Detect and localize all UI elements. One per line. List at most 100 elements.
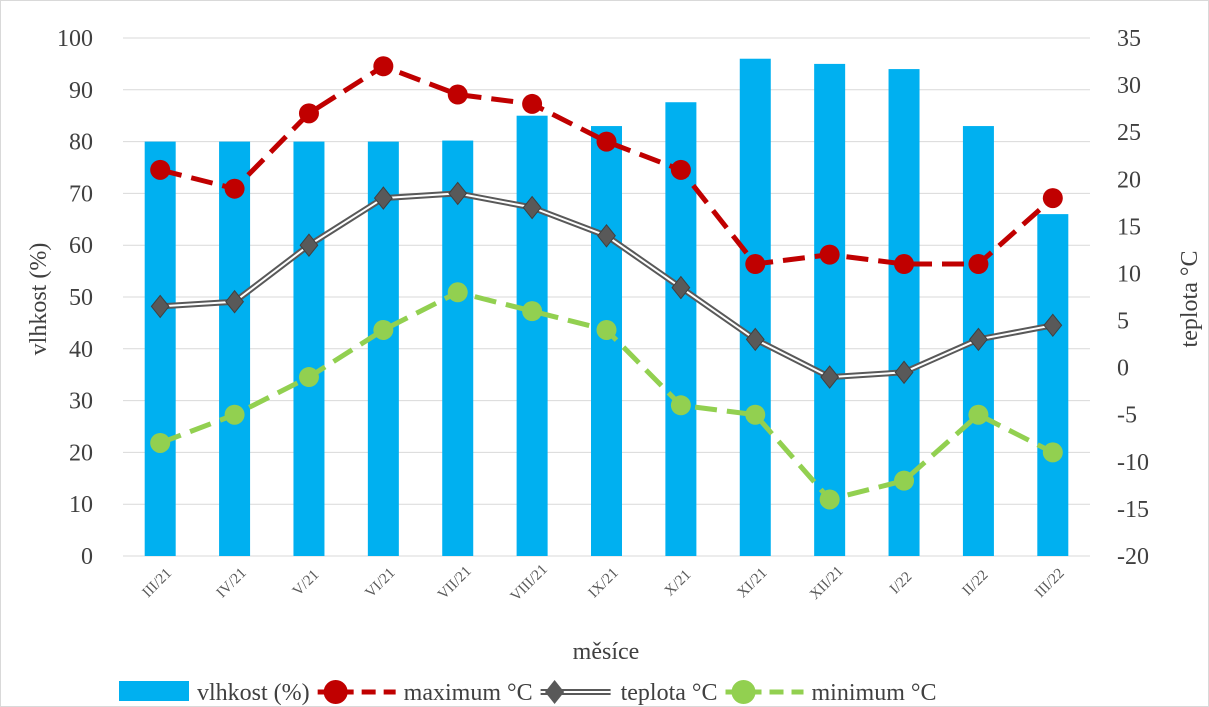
y-left-tick-label: 60 xyxy=(69,233,93,259)
data-marker-circle xyxy=(298,367,319,388)
x-tick-label: IV/21 xyxy=(214,565,250,601)
y-right-tick-label: -15 xyxy=(1117,497,1149,523)
data-marker-circle xyxy=(224,178,245,199)
lines xyxy=(150,56,1063,510)
x-tick-label: I/22 xyxy=(887,569,915,597)
y-axis-left-title: vlhkost (%) xyxy=(26,243,52,356)
data-marker-circle xyxy=(224,404,245,425)
data-marker-circle xyxy=(819,244,840,265)
legend-swatch-bar xyxy=(119,681,189,701)
data-marker-circle xyxy=(298,103,319,124)
y-left-tick-label: 70 xyxy=(69,181,93,207)
y-right-tick-label: -20 xyxy=(1117,544,1149,570)
legend-marker-diamond xyxy=(544,680,565,704)
data-marker-diamond xyxy=(1043,313,1063,338)
x-tick-label: X/21 xyxy=(662,567,695,600)
data-marker-diamond xyxy=(448,181,468,206)
data-marker-circle xyxy=(150,432,171,453)
data-marker-circle xyxy=(819,489,840,510)
data-marker-diamond xyxy=(820,365,840,389)
data-marker-diamond xyxy=(522,195,542,220)
legend-label: minimum °C xyxy=(812,680,937,706)
data-marker-circle xyxy=(968,254,989,275)
data-marker-diamond xyxy=(671,275,691,300)
x-axis-title: měsíce xyxy=(573,639,640,665)
y-right-tick-label: 20 xyxy=(1117,167,1141,193)
legend: vlhkost (%) maximum °C teplota °C minimum °… xyxy=(119,680,936,706)
data-marker-circle xyxy=(745,404,766,425)
bar xyxy=(442,140,474,556)
legend-label: vlhkost (%) xyxy=(197,680,310,706)
x-tick-label: III/21 xyxy=(140,565,175,600)
bar xyxy=(219,141,251,556)
data-marker-circle xyxy=(1042,188,1063,209)
bar xyxy=(739,58,771,556)
data-marker-circle xyxy=(894,470,915,491)
x-tick-label: V/21 xyxy=(290,567,323,600)
data-marker-circle xyxy=(596,319,617,340)
y-left-tick-label: 90 xyxy=(69,78,93,104)
y-left-tick-label: 30 xyxy=(69,389,93,415)
y-right-tick-label: 30 xyxy=(1117,73,1141,99)
data-marker-diamond xyxy=(299,233,319,258)
data-marker-circle xyxy=(447,282,468,303)
y-right-tick-label: 35 xyxy=(1117,26,1141,52)
data-marker-circle xyxy=(670,395,691,416)
y-right-tick-label: 15 xyxy=(1117,214,1141,240)
data-marker-circle xyxy=(373,56,394,77)
data-marker-circle xyxy=(522,301,543,322)
legend-label: maximum °C xyxy=(404,680,533,706)
x-tick-label: VI/21 xyxy=(362,565,398,601)
legend-label: teplota °C xyxy=(621,680,718,706)
x-tick-label: VIII/21 xyxy=(508,562,551,605)
x-tick-label: XII/21 xyxy=(807,563,847,603)
x-tick-label: XI/21 xyxy=(734,565,770,601)
data-marker-circle xyxy=(968,404,989,425)
data-marker-circle xyxy=(894,254,915,275)
bars xyxy=(144,58,1069,557)
data-marker-circle xyxy=(596,131,617,152)
bar xyxy=(814,63,846,557)
data-marker-diamond xyxy=(745,327,765,352)
y-right-tick-label: 5 xyxy=(1117,309,1129,335)
y-right-tick-label: 25 xyxy=(1117,120,1141,146)
x-tick-label: IX/21 xyxy=(586,565,622,601)
y-right-tick-label: 10 xyxy=(1117,261,1141,287)
bar xyxy=(293,141,325,556)
legend-marker-circle xyxy=(731,680,756,704)
legend-marker-circle xyxy=(323,680,348,704)
y-left-tick-label: 50 xyxy=(69,285,93,311)
bar xyxy=(1037,214,1069,556)
data-marker-diamond xyxy=(225,289,245,314)
y-left-tick-label: 40 xyxy=(69,337,93,363)
data-marker-diamond xyxy=(597,223,616,248)
data-marker-circle xyxy=(150,159,171,180)
x-tick-label: II/22 xyxy=(960,567,992,599)
data-marker-diamond xyxy=(150,294,170,319)
y-right-tick-label: 0 xyxy=(1117,356,1129,382)
x-tick-label: III/22 xyxy=(1032,565,1067,600)
y-right-tick-label: -5 xyxy=(1117,403,1137,429)
data-marker-circle xyxy=(373,319,394,340)
y-left-tick-label: 80 xyxy=(69,130,93,156)
data-marker-circle xyxy=(1042,442,1063,463)
y-right-tick-label: -10 xyxy=(1117,450,1149,476)
data-marker-circle xyxy=(447,84,468,105)
y-left-tick-label: 20 xyxy=(69,440,93,466)
y-left-tick-label: 100 xyxy=(57,26,93,52)
bar xyxy=(516,115,548,556)
bar xyxy=(591,126,622,556)
data-marker-circle xyxy=(670,159,691,180)
data-marker-diamond xyxy=(968,327,988,352)
data-marker-circle xyxy=(522,93,543,114)
bar xyxy=(144,141,176,556)
y-left-tick-label: 10 xyxy=(69,492,93,518)
bar xyxy=(367,141,399,556)
data-marker-diamond xyxy=(373,186,393,210)
data-marker-diamond xyxy=(894,360,914,385)
y-axis-right-title: teplota °C xyxy=(1177,251,1203,348)
data-marker-circle xyxy=(745,254,766,275)
x-tick-label: VII/21 xyxy=(435,563,475,603)
